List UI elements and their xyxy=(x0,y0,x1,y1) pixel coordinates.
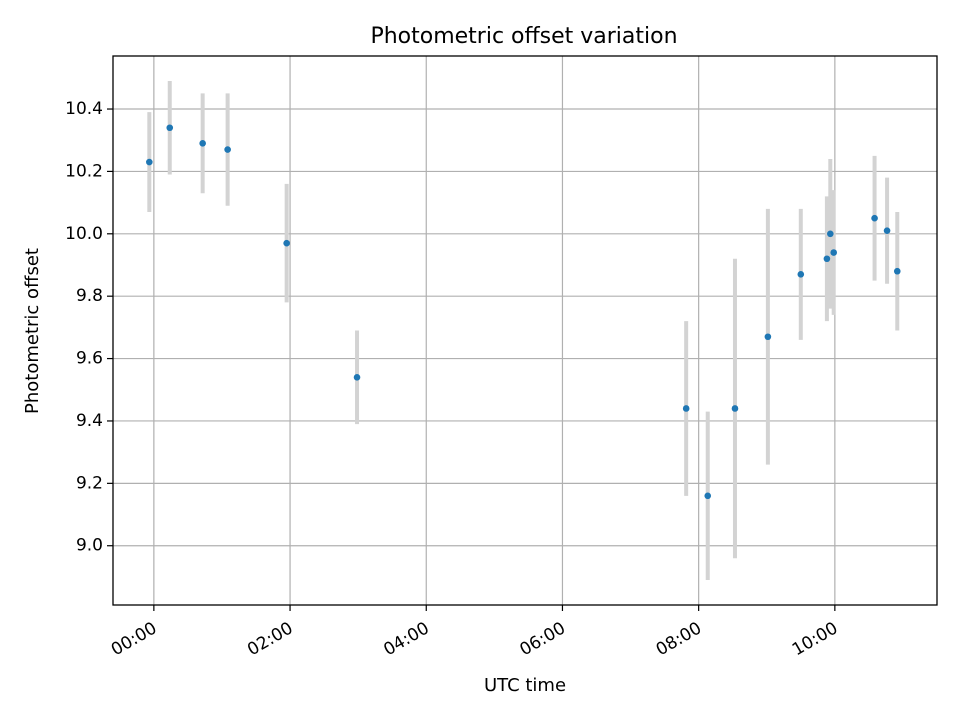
data-point xyxy=(893,267,901,275)
y-axis: 9.0 9.2 9.4 9.6 9.8 10.0 10.2 10.4 xyxy=(65,99,113,556)
data-point xyxy=(283,239,290,247)
data-point xyxy=(823,255,831,263)
data-point xyxy=(146,158,153,166)
data-point xyxy=(830,249,838,256)
x-tick-label: 04:00 xyxy=(380,618,432,660)
data-points xyxy=(146,124,901,500)
data-point xyxy=(797,271,805,278)
data-point xyxy=(224,146,231,153)
y-tick-label: 9.2 xyxy=(76,473,103,493)
y-tick-label: 10.2 xyxy=(65,161,103,181)
x-axis: 00:00 02:00 04:00 06:00 08:00 10:00 xyxy=(108,605,841,660)
y-tick-label: 10.4 xyxy=(65,99,103,119)
data-point xyxy=(731,405,739,412)
x-tick-label: 06:00 xyxy=(517,618,569,660)
data-point xyxy=(871,214,878,222)
y-tick-label: 9.4 xyxy=(76,411,103,431)
y-tick-label: 9.8 xyxy=(76,286,103,306)
x-axis-label: UTC time xyxy=(484,675,566,696)
error-bars xyxy=(147,80,900,581)
data-point xyxy=(764,333,772,341)
data-point xyxy=(682,405,690,412)
data-point xyxy=(353,373,361,381)
y-tick-label: 9.0 xyxy=(76,536,103,556)
x-tick-label: 08:00 xyxy=(653,618,705,660)
x-tick-label: 10:00 xyxy=(789,618,841,660)
data-point xyxy=(827,230,834,238)
x-tick-label: 00:00 xyxy=(108,618,160,660)
x-tick-label: 02:00 xyxy=(244,618,296,660)
grid xyxy=(113,56,937,605)
y-tick-label: 10.0 xyxy=(65,224,103,244)
chart-title: Photometric offset variation xyxy=(370,24,677,49)
data-point xyxy=(704,492,712,500)
y-tick-label: 9.6 xyxy=(76,349,103,369)
y-axis-label: Photometric offset xyxy=(22,248,43,414)
plot-frame xyxy=(112,55,938,606)
data-point xyxy=(199,140,206,147)
data-point xyxy=(883,227,891,234)
data-point xyxy=(166,124,174,132)
